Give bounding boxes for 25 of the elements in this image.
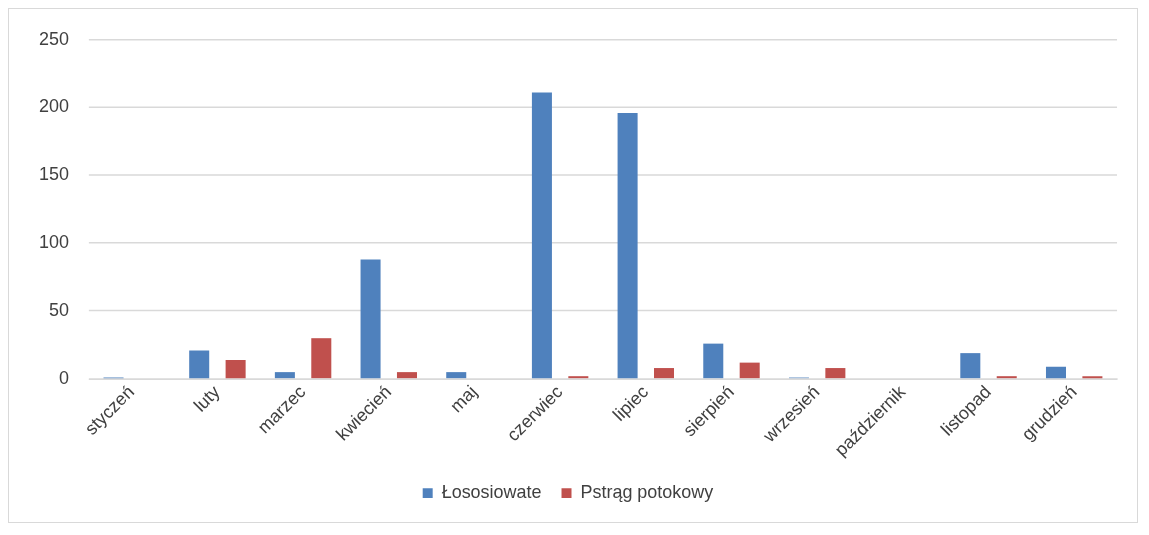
y-tick-label: 250: [38, 28, 69, 49]
bar: [396, 372, 417, 379]
legend-label: Pstrąg potokowy: [580, 482, 714, 503]
bar: [617, 112, 638, 379]
y-tick-label: 150: [38, 164, 69, 185]
bar: [1045, 366, 1066, 379]
legend-label: Łososiowate: [441, 482, 542, 503]
y-tick-label: 0: [58, 367, 69, 388]
bar: [311, 338, 332, 379]
bar: [739, 362, 760, 379]
y-tick-label: 200: [38, 96, 69, 117]
bar: [360, 259, 381, 379]
x-tick-label: luty: [189, 381, 224, 416]
bar: [446, 372, 467, 379]
bar: [225, 359, 246, 379]
bar: [703, 343, 724, 379]
y-tick-label: 100: [38, 232, 69, 253]
bar: [825, 368, 846, 379]
bar: [960, 353, 981, 379]
bar: [274, 372, 295, 379]
y-tick-label: 50: [48, 300, 69, 321]
x-tick-label: maj: [446, 381, 481, 417]
bar: [531, 92, 552, 379]
bar: [654, 368, 675, 379]
bar: [189, 350, 210, 379]
